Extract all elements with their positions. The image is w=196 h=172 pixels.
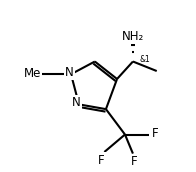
Text: N: N xyxy=(72,96,81,109)
Text: F: F xyxy=(131,155,138,168)
Text: &1: &1 xyxy=(139,55,150,64)
Text: NH₂: NH₂ xyxy=(122,30,144,43)
Text: F: F xyxy=(152,127,159,140)
Text: F: F xyxy=(98,154,104,167)
Text: N: N xyxy=(65,66,74,79)
Text: Me: Me xyxy=(24,67,41,80)
